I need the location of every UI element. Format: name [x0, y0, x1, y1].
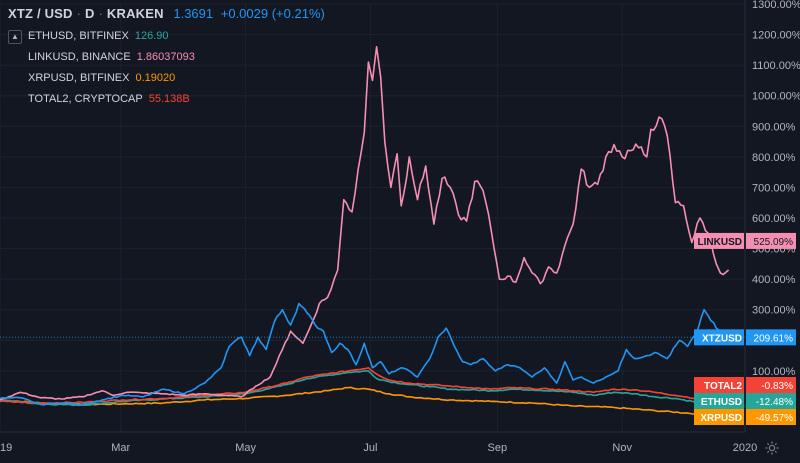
series-line-ethusd — [0, 370, 729, 407]
end-label-total2: TOTAL2 -0.83% — [694, 377, 796, 393]
x-tick-label: Jul — [363, 442, 377, 454]
end-label-name-box — [694, 409, 744, 425]
interval[interactable]: D — [84, 6, 95, 21]
end-label-name: LINKUSD — [698, 237, 742, 248]
chevron-up-icon[interactable]: ▲ — [8, 29, 22, 44]
legend-value: 126.90 — [134, 30, 169, 42]
end-label-value: -0.83% — [761, 381, 793, 392]
end-label-value: 525.09% — [754, 237, 794, 248]
x-tick-label: 2020 — [733, 442, 757, 454]
end-label-xtzusd: XTZUSD 209.61% — [694, 329, 796, 346]
end-label-linkusd: LINKUSD 525.09% — [694, 232, 796, 249]
y-tick-label: 300.00% — [752, 305, 796, 317]
end-label-xrpusd: XRPUSD -49.57% — [694, 409, 796, 425]
y-tick-label: 1200.00% — [752, 30, 800, 42]
end-label-name: XRPUSD — [700, 413, 742, 424]
y-tick-label: 1100.00% — [752, 60, 800, 72]
legend-label: LINKUSD, BINANCE — [28, 51, 131, 63]
series-line-xtzusd — [0, 302, 730, 406]
legend-item-linkusd[interactable]: LINKUSD, BINANCE 1.86037093 — [8, 47, 195, 68]
legend-item-total2[interactable]: TOTAL2, CRYPTOCAP 55.138B — [8, 89, 195, 110]
symbol-name[interactable]: XTZ / USD — [8, 6, 73, 21]
gear-icon[interactable] — [764, 440, 780, 456]
y-tick-label: 1300.00% — [752, 0, 800, 11]
end-label-value-box — [746, 232, 796, 249]
end-label-value-box — [746, 329, 796, 346]
comparison-legend: ▲ ETHUSD, BITFINEX 126.90 LINKUSD, BINAN… — [8, 26, 195, 110]
x-axis[interactable]: 2019 Mar May Jul Sep Nov 2020 — [0, 431, 757, 454]
end-label-name: XTZUSD — [702, 333, 742, 344]
x-tick-label: Mar — [111, 442, 130, 454]
legend-value: 1.86037093 — [136, 51, 195, 63]
x-tick-label: Nov — [612, 442, 632, 454]
end-label-value: -49.57% — [756, 413, 793, 424]
last-price: 1.3691 — [173, 6, 214, 21]
y-tick-label: 800.00% — [752, 152, 796, 164]
y-tick-label: 1000.00% — [752, 91, 800, 103]
series-end-labels: LINKUSD 525.09%XTZUSD 209.61%TOTAL2 -0.83%E… — [694, 232, 796, 425]
legend-item-xrpusd[interactable]: XRPUSD, BITFINEX 0.19020 — [8, 68, 195, 89]
legend-label: TOTAL2, CRYPTOCAP — [28, 93, 143, 105]
end-label-name: TOTAL2 — [704, 381, 742, 392]
legend-item-ethusd[interactable]: ▲ ETHUSD, BITFINEX 126.90 — [8, 26, 195, 47]
x-tick-label: 2019 — [0, 442, 12, 454]
legend-label: ETHUSD, BITFINEX — [28, 30, 129, 42]
end-label-name-box — [694, 377, 744, 393]
end-label-value: -12.48% — [756, 397, 793, 408]
end-label-name-box — [694, 393, 744, 409]
price-change: +0.0029 (+0.21%) — [220, 6, 325, 21]
exchange: KRAKEN — [106, 6, 164, 21]
series-lines — [0, 46, 730, 418]
y-tick-label: 700.00% — [752, 182, 796, 194]
end-label-ethusd: ETHUSD -12.48% — [694, 393, 796, 409]
end-label-value-box — [746, 409, 796, 425]
y-axis[interactable]: 1300.00% 1200.00% 1100.00% 1000.00% 900.00% 8… — [744, 0, 800, 432]
end-label-value-box — [746, 377, 796, 393]
series-line-total2 — [0, 367, 729, 405]
series-line-linkusd — [0, 46, 730, 401]
y-tick-label: 600.00% — [752, 213, 796, 225]
symbol-header: XTZ / USD · D · KRAKEN 1.3691 +0.0029 (+0.21… — [8, 6, 325, 21]
end-label-value-box — [746, 393, 796, 409]
x-tick-label: Sep — [488, 442, 508, 454]
legend-value: 55.138B — [148, 93, 190, 105]
y-tick-label: 100.00% — [752, 366, 796, 378]
end-label-name-box — [694, 232, 744, 249]
end-label-name: ETHUSD — [701, 397, 742, 408]
y-tick-label: 900.00% — [752, 121, 796, 133]
series-line-xrpusd — [0, 386, 729, 418]
end-label-name-box — [694, 329, 744, 346]
end-label-value: 209.61% — [754, 333, 794, 344]
legend-label: XRPUSD, BITFINEX — [28, 72, 130, 84]
legend-value: 0.19020 — [135, 72, 176, 84]
y-tick-label: 400.00% — [752, 274, 796, 286]
x-tick-label: May — [235, 442, 256, 454]
